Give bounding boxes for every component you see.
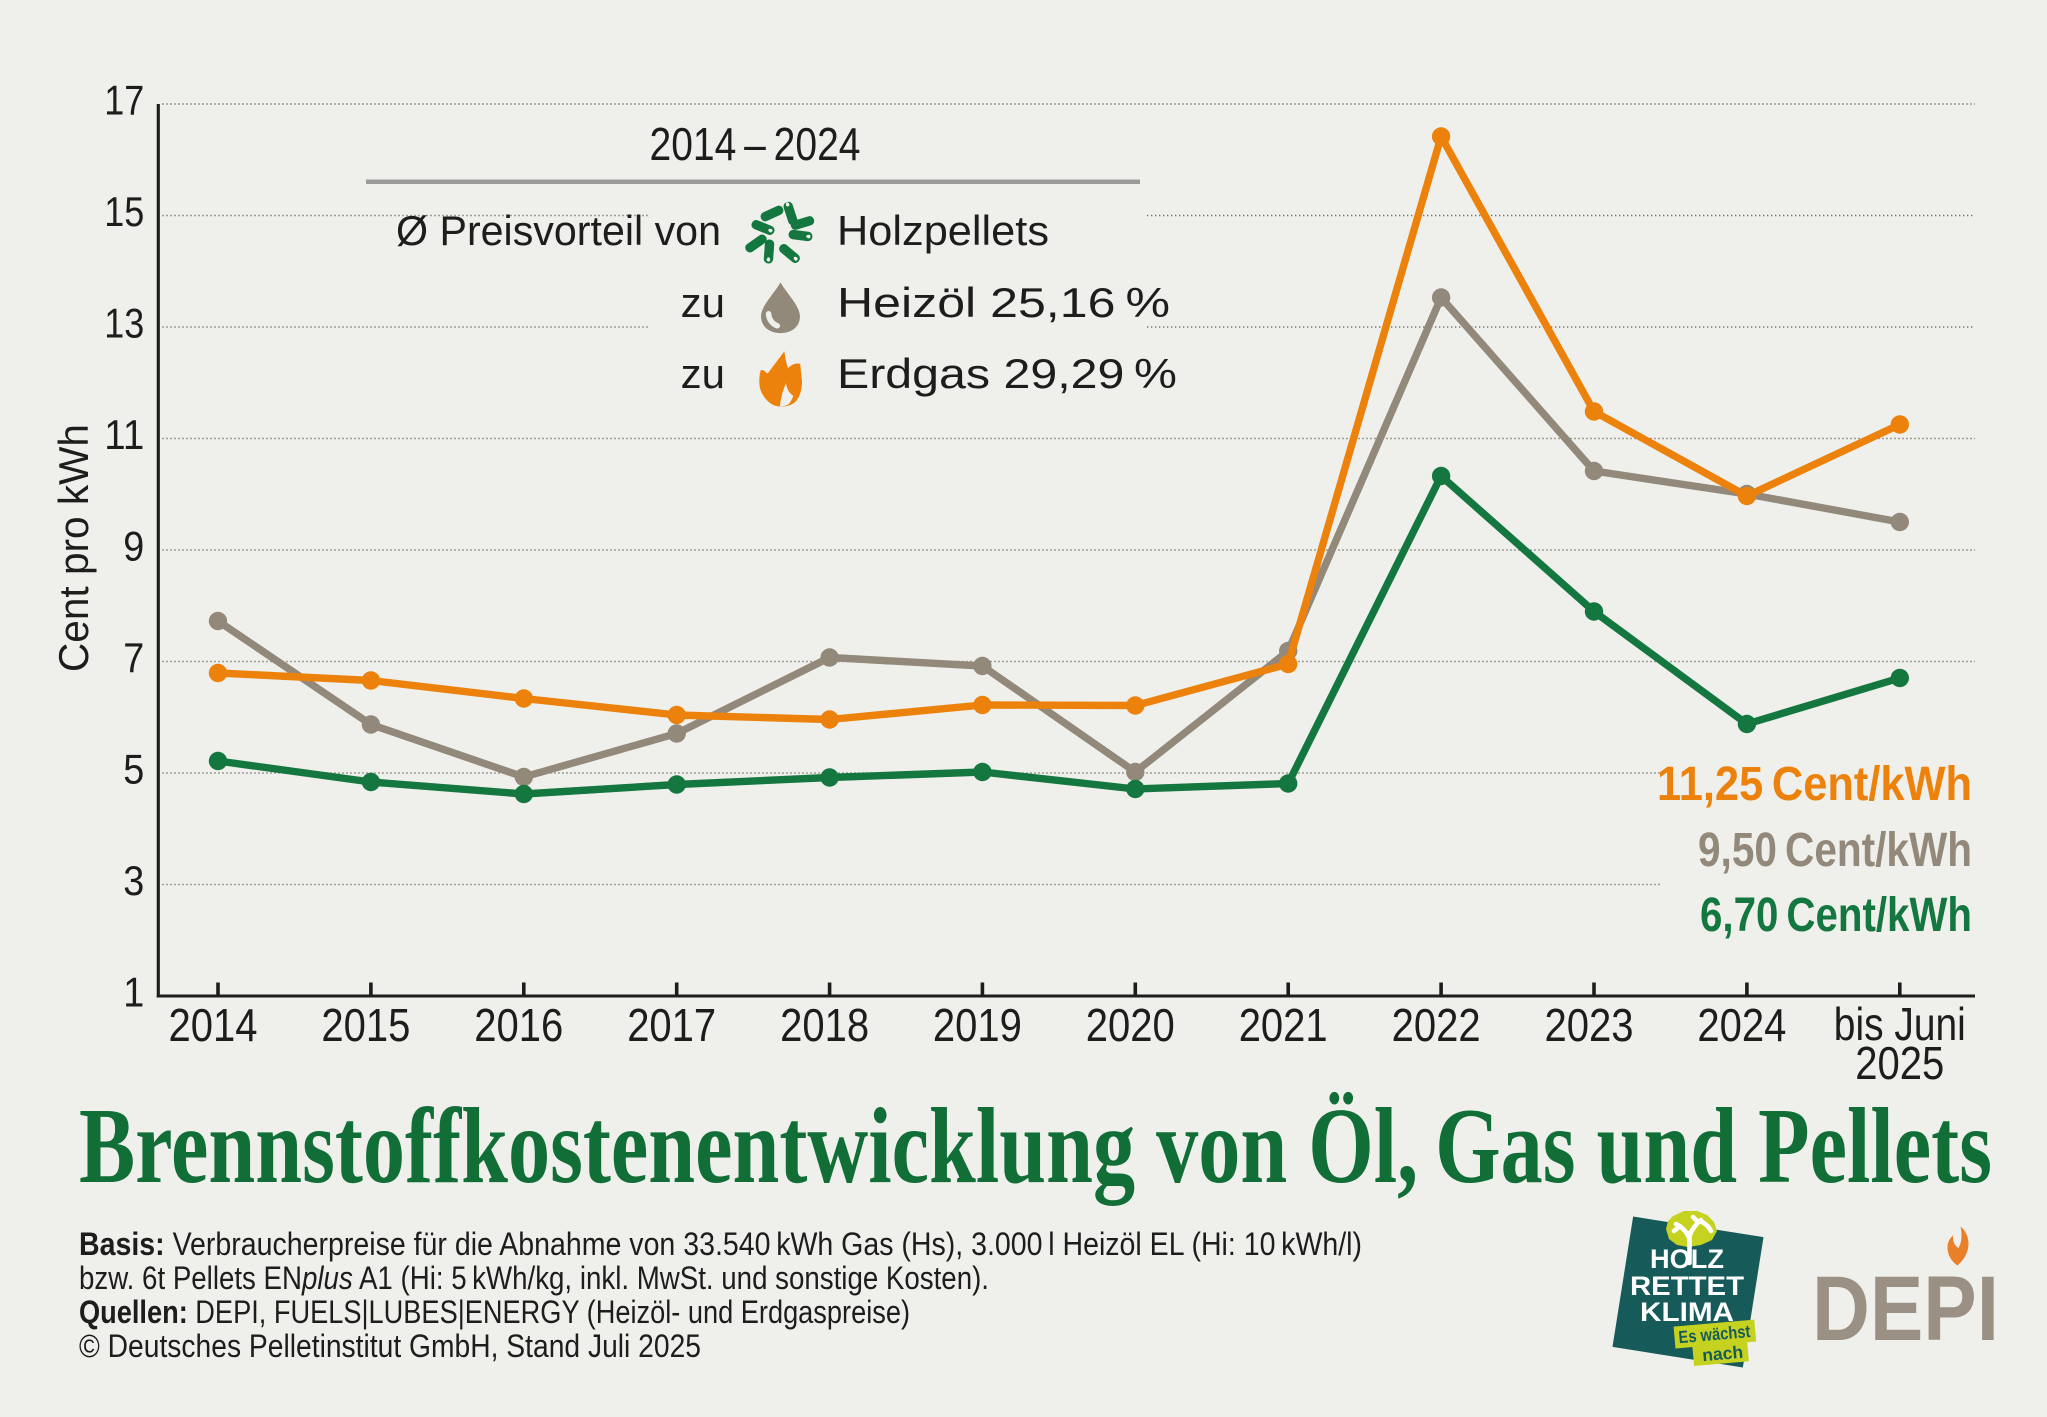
svg-text:© Deutsches Pelletinstitut Gmb: © Deutsches Pelletinstitut GmbH, Stand J… [79,1328,701,1364]
svg-text:Brennstoffkostenentwicklung vo: Brennstoffkostenentwicklung von Öl, Gas … [79,1087,1992,1206]
svg-text:2017: 2017 [627,999,716,1051]
svg-text:plus: plus [301,1260,353,1296]
svg-text:15: 15 [104,188,144,235]
svg-text:KLIMA: KLIMA [1640,1297,1734,1327]
svg-text:DEPI, FUELS|LUBES|ENERGY (Heiz: DEPI, FUELS|LUBES|ENERGY (Heizöl- und Er… [195,1294,910,1330]
svg-text:2019: 2019 [933,999,1022,1051]
svg-text:Quellen:: Quellen: [79,1294,195,1330]
svg-text:Verbraucherpreise für die Abna: Verbraucherpreise für die Abnahme von 33… [173,1226,1362,1262]
svg-text:9: 9 [123,522,144,569]
svg-text:bzw. 6t Pellets EN: bzw. 6t Pellets EN [79,1260,302,1296]
svg-text:6,70 Cent/kWh: 6,70 Cent/kWh [1700,889,1972,942]
svg-text:Ø Preisvorteil von: Ø Preisvorteil von [396,207,721,254]
svg-text:2016: 2016 [474,999,563,1051]
svg-text:2020: 2020 [1086,999,1175,1051]
svg-text:RETTET: RETTET [1630,1271,1745,1301]
svg-text:2023: 2023 [1545,999,1634,1051]
svg-text:2025: 2025 [1855,1037,1944,1089]
svg-text:2014: 2014 [169,999,258,1051]
svg-text:2014 – 2024: 2014 – 2024 [650,118,861,170]
svg-text:Erdgas 29,29 %: Erdgas 29,29 % [837,350,1177,397]
svg-text:DEPI: DEPI [1812,1258,1999,1360]
svg-text:HOLZ: HOLZ [1650,1244,1724,1274]
svg-text:1: 1 [123,968,144,1015]
svg-text:A1 (Hi: 5 kWh/kg, inkl. MwSt.: A1 (Hi: 5 kWh/kg, inkl. MwSt. und sonsti… [353,1260,989,1296]
svg-text:2022: 2022 [1392,999,1481,1051]
svg-text:13: 13 [104,299,144,346]
svg-text:nach: nach [1701,1342,1744,1365]
svg-text:2021: 2021 [1239,999,1328,1051]
svg-text:5: 5 [123,745,144,792]
svg-text:7: 7 [123,634,144,681]
svg-text:bis Juni: bis Juni [1834,998,1966,1050]
svg-text:11,25 Cent/kWh: 11,25 Cent/kWh [1657,758,1972,811]
svg-text:17: 17 [104,76,144,123]
svg-text:11: 11 [104,411,144,458]
svg-text:Basis:: Basis: [79,1226,173,1262]
svg-text:3: 3 [123,857,144,904]
svg-text:2024: 2024 [1697,999,1786,1051]
svg-text:9,50 Cent/kWh: 9,50 Cent/kWh [1698,824,1972,877]
svg-text:zu: zu [681,279,725,326]
svg-text:Holzpellets: Holzpellets [837,207,1049,254]
svg-text:2018: 2018 [780,999,869,1051]
svg-text:Heizöl 25,16 %: Heizöl 25,16 % [837,279,1170,326]
svg-text:Cent pro kWh: Cent pro kWh [50,424,97,672]
svg-text:2015: 2015 [321,999,410,1051]
svg-text:zu: zu [681,350,725,397]
